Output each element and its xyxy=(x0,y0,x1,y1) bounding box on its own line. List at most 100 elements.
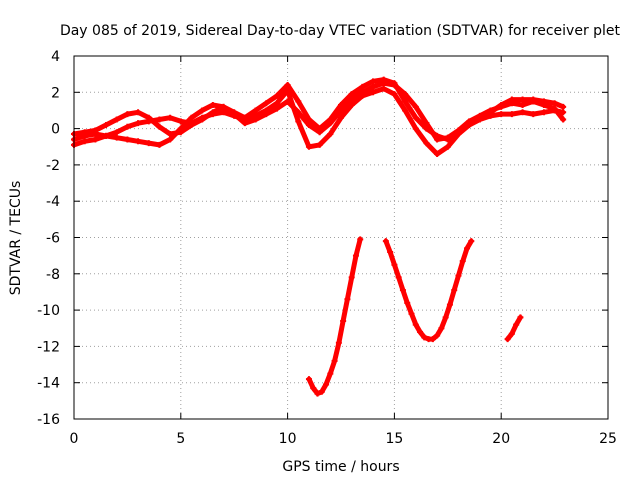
data-point xyxy=(305,116,312,123)
data-point xyxy=(446,301,453,308)
data-point xyxy=(434,151,441,158)
data-point xyxy=(370,78,377,85)
data-point xyxy=(466,120,473,127)
data-point xyxy=(352,252,359,259)
data-series xyxy=(71,76,567,397)
data-point xyxy=(92,136,99,143)
data-point xyxy=(560,116,567,123)
x-axis-label: GPS time / hours xyxy=(282,459,399,475)
data-point xyxy=(273,105,280,112)
data-point xyxy=(444,136,451,143)
data-point xyxy=(519,109,526,116)
data-point xyxy=(455,129,462,136)
data-point xyxy=(434,132,441,139)
data-point xyxy=(517,314,524,321)
data-point xyxy=(113,116,120,123)
x-tick-label: 10 xyxy=(279,431,297,447)
data-point xyxy=(348,274,355,281)
data-point xyxy=(145,114,152,121)
y-tick-label: -10 xyxy=(37,303,60,319)
data-point xyxy=(423,125,430,132)
data-point xyxy=(423,140,430,147)
data-point xyxy=(252,107,259,114)
x-tick-label: 20 xyxy=(492,431,510,447)
data-point xyxy=(338,102,344,109)
data-point xyxy=(451,287,458,294)
data-point xyxy=(464,245,471,252)
data-point xyxy=(344,296,351,303)
y-tick-label: -8 xyxy=(46,267,60,283)
series-line xyxy=(383,238,474,342)
series-line xyxy=(505,314,523,342)
data-point xyxy=(241,114,248,121)
data-point xyxy=(540,109,547,116)
data-point xyxy=(167,114,174,121)
y-tick-label: -14 xyxy=(37,376,60,392)
data-point xyxy=(305,376,312,383)
chart-title: Day 085 of 2019, Sidereal Day-to-day VTE… xyxy=(60,23,621,39)
data-point xyxy=(468,238,475,245)
data-point xyxy=(338,114,344,121)
data-point xyxy=(391,91,398,98)
data-point xyxy=(316,125,323,132)
y-tick-label: -2 xyxy=(46,158,60,174)
data-point xyxy=(519,102,526,109)
y-tick-label: 0 xyxy=(51,122,60,138)
data-point xyxy=(124,123,131,130)
data-point xyxy=(231,109,238,116)
data-point xyxy=(417,328,424,335)
data-point xyxy=(335,339,342,346)
data-point xyxy=(209,102,216,109)
data-point xyxy=(412,125,419,132)
series-track-f xyxy=(504,314,524,343)
y-tick-label: -16 xyxy=(37,412,60,428)
data-point xyxy=(209,109,216,116)
data-point xyxy=(113,134,120,141)
y-tick-label: 2 xyxy=(51,85,60,101)
data-point xyxy=(124,136,131,143)
data-point xyxy=(331,357,338,364)
data-point xyxy=(402,98,409,105)
data-point xyxy=(273,92,280,99)
data-point xyxy=(508,111,515,118)
data-point xyxy=(498,102,505,109)
data-point xyxy=(199,107,206,114)
data-point xyxy=(508,96,515,103)
y-tick-labels: -16 -14 -12 -10 -8 -6 -4 -2 0 2 4 xyxy=(37,49,60,428)
data-point xyxy=(434,332,441,339)
data-point xyxy=(220,103,227,110)
data-point xyxy=(519,96,526,103)
data-point xyxy=(81,132,88,139)
data-point xyxy=(357,236,364,243)
x-tick-label: 15 xyxy=(385,431,403,447)
data-point xyxy=(135,109,142,116)
data-point xyxy=(295,98,302,105)
x-tick-label: 5 xyxy=(176,431,185,447)
y-tick-label: -6 xyxy=(46,231,60,247)
data-point xyxy=(220,109,227,116)
data-point xyxy=(92,131,99,138)
data-point xyxy=(551,100,558,107)
data-point xyxy=(103,121,110,128)
data-point xyxy=(305,121,312,128)
y-tick-label: -12 xyxy=(37,339,60,355)
data-point xyxy=(370,83,377,90)
data-point xyxy=(408,310,415,317)
data-point xyxy=(135,120,142,127)
data-point xyxy=(387,249,394,256)
data-point xyxy=(284,98,291,105)
data-point xyxy=(459,258,466,265)
data-point xyxy=(327,370,334,377)
series-track-a xyxy=(71,85,567,158)
data-point xyxy=(156,123,163,130)
data-point xyxy=(156,116,163,123)
series-track-d xyxy=(305,236,364,397)
data-point xyxy=(487,109,494,116)
data-point xyxy=(438,325,445,332)
data-point xyxy=(380,85,387,92)
data-point xyxy=(199,116,206,123)
series-track-c xyxy=(71,76,567,148)
data-point xyxy=(310,385,317,392)
data-point xyxy=(421,334,428,341)
data-point xyxy=(273,100,280,107)
